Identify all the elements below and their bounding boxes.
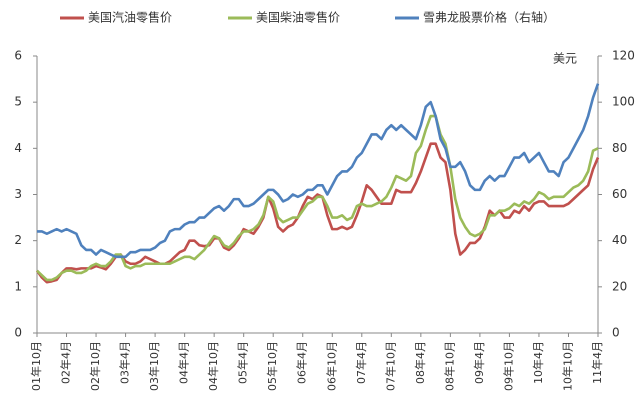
- legend-label: 美国柴油零售价: [256, 10, 340, 25]
- y2-tick-label: 40: [612, 233, 627, 247]
- series-line: [37, 83, 600, 259]
- x-tick-label: 11年4月: [590, 341, 604, 384]
- x-tick-label: 01年10月: [29, 341, 43, 391]
- y2-tick-label: 120: [612, 49, 635, 63]
- x-tick-label: 05年4月: [236, 341, 250, 384]
- x-tick-label: 09年10月: [501, 341, 515, 391]
- x-tick-label: 05年10月: [265, 341, 279, 391]
- x-tick-label: 06年10月: [324, 341, 338, 391]
- y-tick-label: 3: [14, 187, 22, 201]
- x-tick-label: 04年10月: [206, 341, 220, 391]
- y2-tick-label: 20: [612, 279, 627, 293]
- y-tick-label: 0: [14, 326, 22, 340]
- x-tick-label: 10年10月: [560, 341, 574, 391]
- y2-tick-label: 60: [612, 187, 627, 201]
- x-tick-label: 08年4月: [413, 341, 427, 384]
- x-tick-label: 02年4月: [59, 341, 73, 384]
- x-tick-label: 03年4月: [118, 341, 132, 384]
- x-tick-label: 07年10月: [383, 341, 397, 391]
- y-tick-label: 6: [14, 49, 22, 63]
- x-tick-label: 06年4月: [295, 341, 309, 384]
- x-tick-label: 04年4月: [177, 341, 191, 384]
- legend-label: 雪弗龙股票价格（右轴）: [423, 10, 555, 25]
- y-tick-label: 5: [14, 95, 22, 109]
- y-tick-label: 1: [14, 279, 22, 293]
- y2-tick-label: 0: [612, 326, 620, 340]
- y2-tick-label: 80: [612, 141, 627, 155]
- x-tick-label: 10年4月: [531, 341, 545, 384]
- y2-tick-label: 100: [612, 95, 635, 109]
- y-tick-label: 4: [14, 141, 22, 155]
- series-line: [35, 142, 600, 284]
- legend-label: 美国汽油零售价: [88, 10, 172, 25]
- x-tick-label: 02年10月: [88, 341, 102, 391]
- x-tick-label: 09年4月: [472, 341, 486, 384]
- y-tick-label: 2: [14, 233, 22, 247]
- series-line: [36, 114, 599, 282]
- y2-axis-label: 美元: [553, 52, 577, 66]
- x-tick-label: 07年4月: [354, 341, 368, 384]
- x-tick-label: 03年10月: [147, 341, 161, 391]
- x-tick-label: 08年10月: [442, 341, 456, 391]
